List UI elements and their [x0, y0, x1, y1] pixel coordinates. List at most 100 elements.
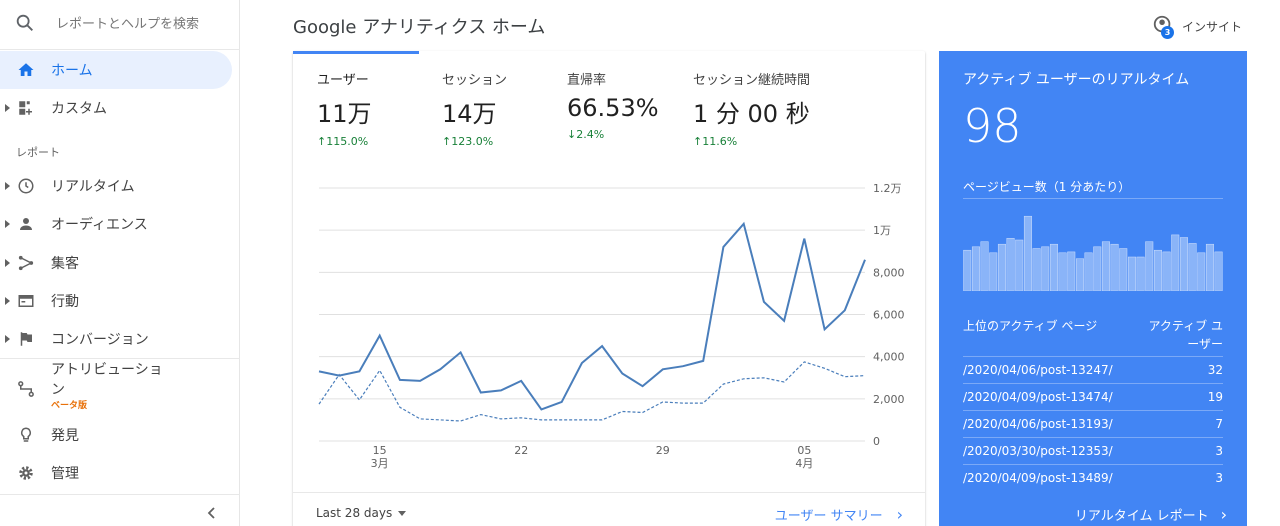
pageview-bar: [1032, 248, 1041, 291]
page-path[interactable]: /2020/04/09/post-13489/: [963, 471, 1113, 485]
y-tick-label: 6,000: [873, 309, 905, 322]
acquisition-icon: [18, 255, 34, 271]
table-row[interactable]: /2020/04/09/post-13489/ 3: [963, 464, 1223, 491]
realtime-active-count: 98: [963, 99, 1022, 153]
metric-users[interactable]: ユーザー 11万 ↑115.0%: [317, 69, 372, 148]
arrow-up-icon: ↑: [442, 135, 452, 148]
series-line-current: [318, 221, 866, 411]
x-tick-label: 29: [656, 444, 670, 457]
pageview-bar: [1136, 256, 1145, 291]
expand-caret-icon[interactable]: [5, 104, 10, 112]
metric-value: 11万: [317, 100, 372, 128]
dropdown-arrow-icon[interactable]: [398, 510, 407, 516]
pageview-bar: [963, 249, 972, 291]
date-range-label[interactable]: Last 28 days: [316, 506, 393, 520]
y-tick-label: 1万: [873, 224, 891, 237]
arrow-up-icon: ↑: [317, 135, 327, 148]
page-path[interactable]: /2020/04/06/post-13247/: [963, 363, 1113, 377]
x-tick-label: 05: [797, 444, 811, 457]
pageview-bar: [1214, 251, 1223, 291]
sidebar-item-discover[interactable]: 発見: [0, 416, 232, 454]
metric-sessions[interactable]: セッション 14万 ↑123.0%: [442, 69, 507, 148]
sidebar-item-label: ホーム: [51, 63, 93, 79]
collapse-sidebar-icon[interactable]: [204, 505, 220, 521]
person-icon: [20, 218, 32, 230]
sidebar-item-admin[interactable]: 管理: [0, 454, 232, 492]
metric-label: ユーザー: [317, 73, 369, 88]
page-path[interactable]: /2020/04/09/post-13474/: [963, 390, 1113, 404]
user-summary-label[interactable]: ユーザー サマリー: [774, 509, 883, 524]
flag-icon: [20, 332, 32, 346]
gear-icon: [19, 466, 33, 480]
pageview-bar: [1015, 239, 1024, 291]
sidebar-item-attribution[interactable]: アトリビューション: [0, 360, 232, 404]
pageview-bar: [1153, 249, 1162, 291]
page-path[interactable]: /2020/04/06/post-13193/: [963, 417, 1113, 431]
page-count: 3: [1215, 444, 1223, 458]
metric-change: ↑123.0%: [442, 135, 494, 148]
metric-change: ↑11.6%: [693, 135, 738, 148]
dashboard-icon: [19, 101, 32, 115]
x-tick-label: 22: [514, 444, 528, 457]
page-count: 32: [1207, 363, 1223, 377]
sidebar-item-realtime[interactable]: リアルタイム: [0, 167, 232, 205]
insight-count-badge: 3: [1161, 26, 1174, 39]
table-row[interactable]: /2020/04/06/post-13193/ 7: [963, 410, 1223, 437]
expand-caret-icon[interactable]: [5, 335, 10, 343]
expand-caret-icon[interactable]: [5, 182, 10, 190]
pageview-bar: [1205, 243, 1214, 291]
pageview-bar: [1145, 241, 1154, 291]
sidebar-item-audience[interactable]: オーディエンス: [0, 205, 232, 243]
sidebar-item-acquisition[interactable]: 集客: [0, 244, 232, 282]
card-footer: Last 28 days ユーザー サマリー ›: [293, 492, 925, 526]
arrow-down-icon: ↓: [567, 128, 577, 141]
page-count: 3: [1215, 471, 1223, 485]
sidebar-item-label: 行動: [51, 294, 79, 310]
realtime-report-label[interactable]: リアルタイム レポート: [1074, 509, 1209, 524]
chevron-right-icon[interactable]: ›: [1220, 505, 1227, 524]
expand-caret-icon[interactable]: [5, 220, 10, 228]
table-row[interactable]: /2020/04/06/post-13247/ 32: [963, 356, 1223, 383]
table-row[interactable]: /2020/04/09/post-13474/ 19: [963, 383, 1223, 410]
metric-bounce-rate[interactable]: 直帰率 66.53% ↓2.4%: [567, 69, 659, 141]
series-line-previous: [318, 361, 866, 422]
pageview-bar: [1006, 238, 1015, 291]
page-title: Google アナリティクス ホーム: [293, 17, 546, 38]
realtime-card: アクティブ ユーザーのリアルタイム 98 ページビュー数（1 分あたり） 上位の…: [939, 51, 1247, 526]
sidebar-item-home[interactable]: ホーム: [0, 51, 232, 89]
pageview-bar: [1101, 241, 1110, 291]
pageview-bar: [1058, 252, 1067, 291]
active-users-header: アクティブ ユーザー: [1148, 319, 1224, 351]
realtime-report-link[interactable]: リアルタイム レポート ›: [1075, 505, 1227, 524]
y-tick-label: 2,000: [873, 393, 905, 406]
chevron-right-icon[interactable]: ›: [896, 505, 903, 524]
pageview-bar: [989, 252, 998, 291]
expand-caret-icon[interactable]: [5, 259, 10, 267]
table-row[interactable]: /2020/03/30/post-12353/ 3: [963, 437, 1223, 464]
expand-caret-icon[interactable]: [5, 297, 10, 305]
page-path[interactable]: /2020/03/30/post-12353/: [963, 444, 1113, 458]
sidebar-item-conversion[interactable]: コンバージョン: [0, 320, 232, 358]
sidebar-item-custom[interactable]: カスタム: [0, 89, 232, 127]
top-pages-header: 上位のアクティブ ページ: [963, 319, 1098, 333]
pageview-bar: [971, 246, 980, 291]
sidebar-item-label: コンバージョン: [51, 332, 149, 348]
search-bar[interactable]: レポートとヘルプを検索: [0, 0, 240, 50]
search-icon[interactable]: [14, 12, 36, 34]
page-count: 19: [1207, 390, 1223, 404]
date-range-dropdown[interactable]: Last 28 days: [316, 506, 407, 520]
pageview-bar: [1197, 252, 1206, 291]
realtime-separator: [963, 198, 1223, 199]
metric-session-duration[interactable]: セッション継続時間 1 分 00 秒 ↑11.6%: [693, 69, 810, 148]
insight-label[interactable]: インサイト: [1182, 19, 1243, 34]
beta-badge: ベータ版: [51, 401, 88, 411]
user-summary-link[interactable]: ユーザー サマリー ›: [775, 505, 903, 524]
pageview-bar: [1049, 243, 1058, 291]
sidebar-item-label: カスタム: [51, 101, 107, 117]
search-placeholder[interactable]: レポートとヘルプを検索: [56, 17, 200, 32]
metric-value: 14万: [442, 100, 497, 128]
insight-button[interactable]: 3 インサイト: [1152, 14, 1243, 39]
sidebar-item-behavior[interactable]: 行動: [0, 282, 232, 320]
sidebar-item-label: 発見: [51, 428, 79, 444]
lightbulb-icon: [20, 427, 32, 442]
